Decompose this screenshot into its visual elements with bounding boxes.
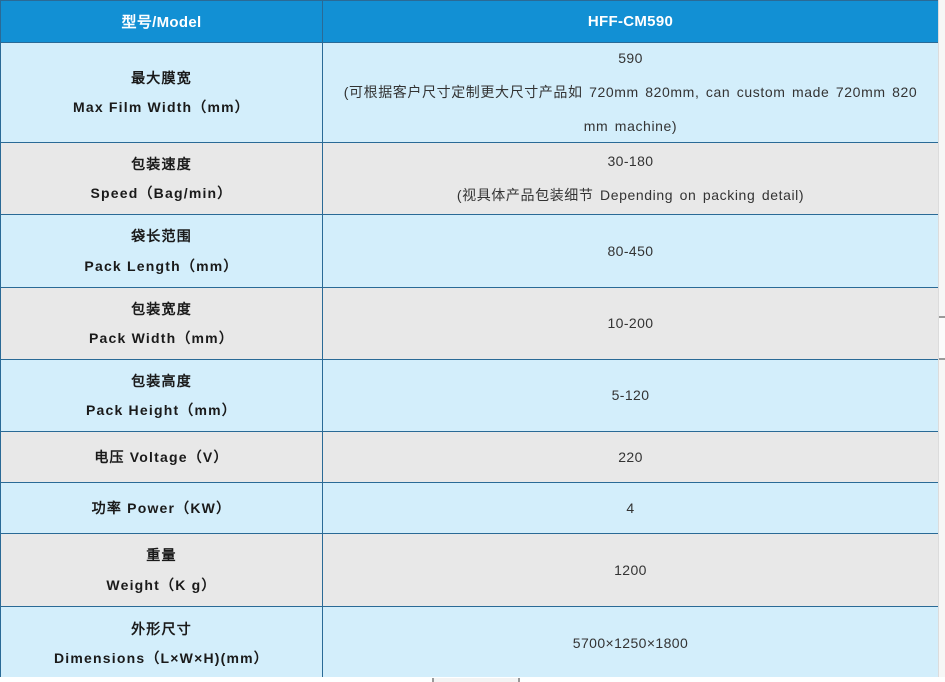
- label-cn: 包装高度: [131, 372, 192, 389]
- label-en: Pack Height（mm）: [85, 402, 238, 418]
- label-en: Dimensions（L×W×H)(mm）: [54, 650, 269, 666]
- value-main: 5-120: [611, 387, 650, 403]
- value-note: (视具体产品包装细节 Depending on packing detail): [456, 187, 805, 203]
- row-value-dimensions: 5700×1250×1800: [322, 606, 939, 681]
- row-value-pack-length: 80-450: [322, 214, 939, 288]
- label-en: Max Film Width（mm）: [72, 99, 251, 115]
- scrollbar-thumb[interactable]: [939, 316, 945, 360]
- row-value-pack-height: 5-120: [322, 359, 939, 432]
- value-main: 80-450: [607, 242, 654, 259]
- label-cn: 外形尺寸: [131, 620, 192, 637]
- header-cell-model-value: HFF-CM590: [322, 0, 939, 43]
- row-value-max-film-width: 590 (可根据客户尺寸定制更大尺寸产品如 720mm 820mm, can c…: [322, 42, 939, 143]
- value-note: (可根据客户尺寸定制更大尺寸产品如 720mm 820mm, can custo…: [329, 82, 932, 137]
- row-label-max-film-width: 最大膜宽 Max Film Width（mm）: [0, 42, 323, 143]
- value-note-line2: mm machine): [583, 118, 678, 134]
- label-cn: 包装速度: [131, 155, 192, 172]
- label-cn: 袋长范围: [131, 228, 192, 245]
- table-row: 电压 Voltage（V） 220: [0, 431, 939, 483]
- row-value-speed: 30-180 (视具体产品包装细节 Depending on packing d…: [322, 142, 939, 215]
- value-main: 590: [618, 50, 643, 66]
- row-label-speed: 包装速度 Speed（Bag/min）: [0, 142, 323, 215]
- row-label-pack-length: 袋长范围 Pack Length（mm）: [0, 214, 323, 288]
- row-label-pack-height: 包装高度 Pack Height（mm）: [0, 359, 323, 432]
- value-main: 220: [618, 448, 643, 465]
- label-cn: 包装宽度: [131, 300, 192, 317]
- bottom-edge-strip: [0, 677, 945, 682]
- value-note-line1: (可根据客户尺寸定制更大尺寸产品如 720mm 820mm, can custo…: [343, 84, 918, 100]
- value-main: 4: [626, 499, 635, 516]
- row-value-voltage: 220: [322, 431, 939, 483]
- table-header-row: 型号/Model HFF-CM590: [0, 0, 939, 43]
- label-en: Pack Width（mm）: [88, 330, 235, 346]
- row-value-pack-width: 10-200: [322, 287, 939, 360]
- label-en: Speed（Bag/min）: [90, 185, 233, 201]
- label-en: 功率 Power（KW）: [91, 499, 232, 516]
- row-label-weight: 重量 Weight（K g）: [0, 533, 323, 607]
- row-value-weight: 1200: [322, 533, 939, 607]
- row-value-power: 4: [322, 482, 939, 534]
- label-en: Weight（K g）: [106, 576, 217, 593]
- table-row: 包装宽度 Pack Width（mm） 10-200: [0, 287, 939, 360]
- table-row: 功率 Power（KW） 4: [0, 482, 939, 534]
- table-row: 最大膜宽 Max Film Width（mm） 590 (可根据客户尺寸定制更大…: [0, 42, 939, 143]
- label-cn: 重量: [146, 547, 177, 564]
- row-label-power: 功率 Power（KW）: [0, 482, 323, 534]
- label-cn: 最大膜宽: [131, 69, 192, 86]
- value-main: 30-180: [607, 153, 654, 169]
- row-label-dimensions: 外形尺寸 Dimensions（L×W×H)(mm）: [0, 606, 323, 681]
- horizontal-scrollbar-thumb[interactable]: [432, 678, 520, 682]
- label-en: Pack Length（mm）: [84, 257, 239, 274]
- table-row: 袋长范围 Pack Length（mm） 80-450: [0, 214, 939, 288]
- row-label-pack-width: 包装宽度 Pack Width（mm）: [0, 287, 323, 360]
- label-en: 电压 Voltage（V）: [94, 448, 229, 465]
- table-row: 包装速度 Speed（Bag/min） 30-180 (视具体产品包装细节 De…: [0, 142, 939, 215]
- header-cell-model: 型号/Model: [0, 0, 323, 43]
- vertical-scrollbar[interactable]: [938, 0, 945, 682]
- row-label-voltage: 电压 Voltage（V）: [0, 431, 323, 483]
- table-row: 包装高度 Pack Height（mm） 5-120: [0, 359, 939, 432]
- value-main: 5700×1250×1800: [572, 635, 689, 651]
- value-main: 10-200: [607, 315, 654, 331]
- table-row: 重量 Weight（K g） 1200: [0, 533, 939, 607]
- value-main: 1200: [614, 561, 647, 578]
- table-row: 外形尺寸 Dimensions（L×W×H)(mm） 5700×1250×180…: [0, 606, 939, 681]
